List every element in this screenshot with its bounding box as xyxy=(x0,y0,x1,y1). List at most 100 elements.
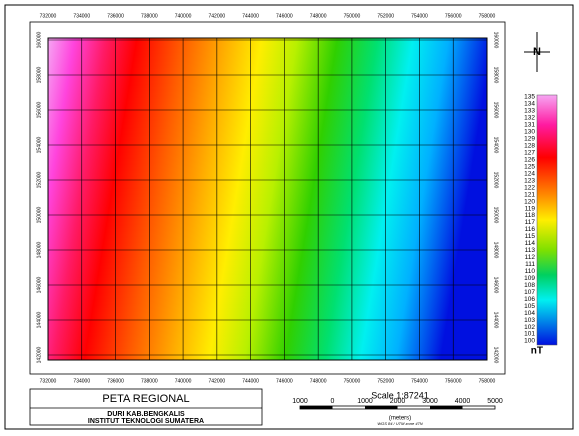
colorbar-label: 114 xyxy=(525,240,536,247)
x-tick-label: 744000 xyxy=(242,378,259,384)
x-tick-label: 758000 xyxy=(479,378,496,384)
colorbar-label: 124 xyxy=(524,170,535,177)
colorbar-label: 100 xyxy=(524,338,535,345)
y-tick-label: 156000 xyxy=(36,101,42,118)
scale-label: 3000 xyxy=(422,398,438,405)
scale-unit: (meters) xyxy=(389,416,411,422)
colorbar-label: 103 xyxy=(524,317,535,324)
x-tick-label: 736000 xyxy=(107,378,124,384)
x-tick-label: 750000 xyxy=(344,13,361,19)
north-arrow: N xyxy=(524,32,550,72)
x-tick-label: 740000 xyxy=(175,13,192,19)
scale-label: 5000 xyxy=(487,398,503,405)
colorbar-label: 122 xyxy=(524,184,535,191)
scale-segment xyxy=(300,406,333,409)
colorbar-label: 134 xyxy=(524,101,535,108)
colorbar-label: 131 xyxy=(524,122,535,129)
colorbar-label: 119 xyxy=(525,205,536,212)
x-tick-label: 746000 xyxy=(276,378,293,384)
y-tick-label: 142000 xyxy=(493,347,499,364)
colorbar-label: 115 xyxy=(525,233,536,240)
scale-label: 2000 xyxy=(390,398,406,405)
x-tick-label: 736000 xyxy=(107,13,124,19)
x-tick-label: 756000 xyxy=(445,13,462,19)
page-frame xyxy=(4,4,574,430)
x-tick-label: 744000 xyxy=(242,13,259,19)
x-tick-label: 748000 xyxy=(310,378,327,384)
magnetic-map xyxy=(48,38,487,360)
x-tick-label: 732000 xyxy=(40,13,57,19)
colorbar-label: 101 xyxy=(524,331,535,338)
colorbar-label: 109 xyxy=(524,275,535,282)
y-tick-label: 160000 xyxy=(493,32,499,49)
colorbar-label: 117 xyxy=(525,219,536,226)
colorbar-label: 126 xyxy=(524,156,535,163)
colorbar-label: 104 xyxy=(524,310,535,317)
colorbar-unit: nT xyxy=(531,346,543,357)
x-tick-label: 758000 xyxy=(479,13,496,19)
y-tick-label: 146000 xyxy=(493,277,499,294)
title-box xyxy=(29,388,263,426)
colorbar-label: 123 xyxy=(524,177,535,184)
y-tick-label: 144000 xyxy=(36,311,42,328)
colorbar-label: 116 xyxy=(525,226,536,233)
x-tick-label: 738000 xyxy=(141,13,158,19)
scale-label: 1000 xyxy=(292,398,308,405)
scale-segment xyxy=(365,406,398,409)
colorbar-label: 120 xyxy=(524,198,535,205)
north-label: N xyxy=(533,46,541,58)
y-tick-label: 154000 xyxy=(493,137,499,154)
colorbar-label: 105 xyxy=(524,303,535,310)
x-tick-label: 732000 xyxy=(40,378,57,384)
y-tick-label: 152000 xyxy=(36,171,42,188)
colorbar xyxy=(536,94,558,346)
colorbar-label: 102 xyxy=(524,324,535,331)
y-tick-label: 144000 xyxy=(493,312,499,329)
y-tick-label: 146000 xyxy=(36,276,42,293)
scale-label: 4000 xyxy=(455,398,471,405)
subtitle: DURI KAB.BENGKALIS xyxy=(107,411,185,418)
colorbar-label: 107 xyxy=(524,289,535,296)
y-tick-label: 148000 xyxy=(36,241,42,258)
x-tick-label: 742000 xyxy=(209,13,226,19)
colorbar-label: 125 xyxy=(524,163,535,170)
x-tick-label: 734000 xyxy=(73,378,90,384)
colorbar-label: 121 xyxy=(524,191,535,198)
colorbar-label: 106 xyxy=(524,296,535,303)
colorbar-label: 135 xyxy=(524,94,535,101)
y-tick-label: 142000 xyxy=(36,346,42,363)
colorbar-label: 130 xyxy=(524,129,535,136)
x-tick-label: 754000 xyxy=(411,378,428,384)
scale-text: Scale 1:87241 xyxy=(371,390,429,400)
x-tick-label: 752000 xyxy=(377,378,394,384)
colorbar-label: 118 xyxy=(525,212,536,219)
x-tick-label: 738000 xyxy=(141,378,158,384)
colorbar-label: 113 xyxy=(525,247,536,254)
x-tick-label: 740000 xyxy=(175,378,192,384)
y-tick-label: 158000 xyxy=(493,67,499,84)
colorbar-label: 108 xyxy=(524,282,535,289)
institution: INSTITUT TEKNOLOGI SUMATERA xyxy=(88,418,204,425)
map-frame xyxy=(29,21,506,375)
x-tick-label: 756000 xyxy=(445,378,462,384)
x-tick-label: 734000 xyxy=(73,13,90,19)
colorbar-label: 128 xyxy=(524,143,535,150)
projection: WGS 84 / UTM zone 47N xyxy=(377,421,422,426)
y-tick-label: 150000 xyxy=(36,206,42,223)
colorbar-label: 133 xyxy=(524,108,535,115)
y-tick-label: 148000 xyxy=(493,242,499,259)
scale-label: 1000 xyxy=(357,398,373,405)
colorbar-label: 127 xyxy=(524,149,535,156)
x-tick-label: 742000 xyxy=(209,378,226,384)
title: PETA REGIONAL xyxy=(102,393,189,405)
x-tick-label: 754000 xyxy=(411,13,428,19)
y-tick-label: 156000 xyxy=(493,102,499,119)
y-tick-label: 154000 xyxy=(36,136,42,153)
scale-segment xyxy=(430,406,463,409)
colorbar-label: 129 xyxy=(524,136,535,143)
colorbar-label: 110 xyxy=(525,268,536,275)
scale-label: 0 xyxy=(331,398,335,405)
y-tick-label: 158000 xyxy=(36,66,42,83)
y-tick-label: 152000 xyxy=(493,172,499,189)
